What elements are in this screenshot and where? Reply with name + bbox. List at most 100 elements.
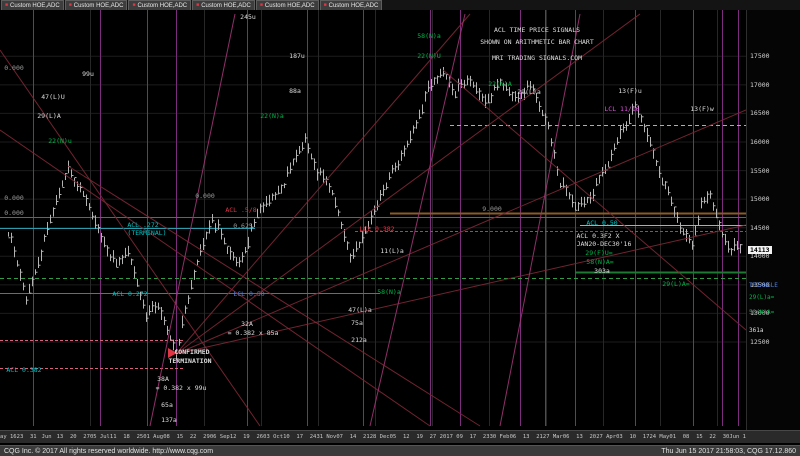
date-tick-label: 13 [56, 434, 64, 440]
date-tick-label: 24 [309, 434, 317, 440]
date-tick-label: 30 [722, 434, 730, 440]
chart-annotation: 32A [241, 320, 253, 328]
tab-custom-hoe-adc[interactable]: ■ Custom HOE,ADC [192, 0, 255, 10]
chart-annotation: 22(N)U [417, 52, 441, 60]
chart-annotation: LCL 11/16 [604, 105, 639, 113]
chart-area[interactable]: 245u 58(N)a 22(N)U ACL TIME PRICE SIGNALS SH… [0, 10, 747, 430]
date-tick-label: 01 Aug [143, 434, 164, 440]
date-tick-label: 28 Dec [369, 434, 390, 440]
date-tick-label: 03 [616, 434, 623, 440]
status-left-text: CQG Inc. © 2017 All rights reserved worl… [4, 447, 214, 455]
chart-annotation: LCL 0.382 [359, 225, 394, 233]
chart-annotation: 22(N)A [488, 80, 512, 88]
tab-label: Custom HOE,ADC [73, 2, 124, 9]
tab-custom-hoe-adc[interactable]: ■ Custom HOE,ADC [64, 0, 128, 10]
date-tick-label: 12 [229, 434, 237, 440]
date-tick-label: 20 [589, 434, 597, 440]
chart-annotation: TERMINATION [168, 357, 211, 365]
date-tick-label: 06 [509, 434, 517, 440]
date-tick-label: 14 [349, 434, 357, 440]
date-tick-label: 10 [283, 434, 290, 440]
chart-annotation: 88a [289, 87, 301, 95]
chart-annotation: 137a [161, 416, 177, 424]
date-tick-label: 12 [402, 434, 410, 440]
price-tick-label: 14000 [750, 252, 770, 261]
tab-chart-icon: ■ [323, 2, 327, 8]
chart-annotation: 22(N)a [260, 112, 284, 120]
price-chart[interactable]: 245u 58(N)a 22(N)U ACL TIME PRICE SIGNALS SH… [0, 10, 747, 430]
chart-annotation: 13(F)w [690, 105, 714, 113]
date-tick-label: 31 Nov [316, 434, 337, 440]
chart-annotation: 29(F)U= [585, 249, 612, 257]
chart-annotation: 0.625 [233, 222, 253, 230]
chart-annotation: 29(L)A= [662, 280, 689, 288]
chart-annotation: 29(L)A [37, 112, 61, 120]
date-tick-label: 08 [682, 434, 690, 440]
chart-annotation: 11(L)a [380, 247, 404, 255]
chart-annotation: 212a [351, 336, 367, 344]
chart-annotation: 29(L)a [517, 88, 541, 96]
chart-annotation: 58(N)A= [586, 258, 613, 266]
price-tick-label: 17000 [750, 80, 770, 89]
chart-annotation: = 0.382 x 99u [156, 384, 207, 392]
date-tick-label: 01 [669, 434, 677, 440]
date-tick-label: 24 May [649, 434, 670, 440]
date-tick-label: 23 [16, 434, 24, 440]
date-tick-label: 10 [629, 434, 637, 440]
right-edge-annotation: TRIANGLE [749, 282, 778, 289]
chart-annotation: 22(N)u [48, 137, 72, 145]
bars-layer [8, 67, 743, 361]
date-tick-label: 03 Oct [263, 434, 284, 440]
date-tick-label: 17 [469, 434, 477, 440]
date-tick-label: 23 [482, 434, 490, 440]
trendlines-layer [0, 13, 747, 427]
date-tick-label: 20 [69, 434, 77, 440]
date-tick-label: 2017 [439, 434, 453, 440]
chart-annotation: CONFIRMED [174, 348, 209, 356]
date-tick-label: 15 [696, 434, 703, 440]
price-tick-label: 13000 [750, 309, 770, 318]
tab-label: Custom HOE,ADC [264, 2, 315, 9]
date-tick-label: Jun 17 [729, 434, 746, 440]
price-tick-label: 15000 [750, 195, 770, 204]
chart-annotation: 58(N)a [417, 32, 441, 40]
tab-custom-hoe-adc[interactable]: ■ Custom HOE,ADC [319, 0, 383, 10]
date-tick-label: 05 Jul [89, 434, 110, 440]
chart-annotation: 0.000 [4, 64, 24, 72]
tab-custom-hoe-adc[interactable]: ■ Custom HOE,ADC [128, 0, 192, 10]
chart-annotation: SHOWN ON ARITHMETIC BAR CHART [480, 38, 594, 46]
chart-annotation: 58(N)a [377, 288, 401, 296]
chart-annotation: = 0.382 x 85a [228, 329, 279, 337]
annotations-layer: 245u 58(N)a 22(N)U ACL TIME PRICE SIGNALS SH… [4, 13, 714, 424]
date-tick-label: 22 [189, 434, 197, 440]
chart-annotation: 245u [240, 13, 256, 21]
date-tick-label: Jun [41, 434, 52, 440]
tab-custom-hoe-adc[interactable]: ■ Custom HOE,ADC [1, 0, 64, 10]
chart-annotation: MRI TRADING SIGNALS.COM [492, 54, 582, 62]
right-edge-annotation: 58(N)A= [749, 309, 775, 316]
chart-annotation: 187u [289, 52, 305, 60]
date-tick-label: 19 [416, 434, 423, 440]
date-tick-label: 08 [163, 434, 170, 440]
chart-annotation: ACL TIME PRICE SIGNALS [494, 26, 580, 34]
levels-layer [0, 125, 746, 369]
chart-annotation: 47(L)U [41, 93, 65, 101]
current-price-badge: 14113 [748, 245, 772, 254]
date-tick-label: 07 [336, 434, 343, 440]
right-edge-annotation: 29(L)a= [749, 294, 775, 301]
date-tick-label: 22 [709, 434, 716, 440]
price-tick-label: 12500 [750, 338, 770, 346]
price-tick-label: 16500 [750, 109, 770, 118]
date-tick-label: 06 [562, 434, 570, 440]
tab-chart-icon: ■ [132, 2, 136, 8]
tab-custom-hoe-adc[interactable]: ■ Custom HOE,ADC [255, 0, 319, 10]
tab-chart-icon: ■ [68, 2, 72, 8]
chart-annotation: LCL 0.50 [233, 290, 264, 298]
price-axis[interactable]: 17500 17000 16500 16000 15500 15000 14500 14000… [746, 10, 800, 430]
date-tick-label: 15 [176, 434, 184, 440]
date-tick-label: May 16 [0, 434, 17, 440]
tab-label: Custom HOE,ADC [201, 2, 251, 9]
date-tick-label: 27 Mar [542, 434, 563, 440]
